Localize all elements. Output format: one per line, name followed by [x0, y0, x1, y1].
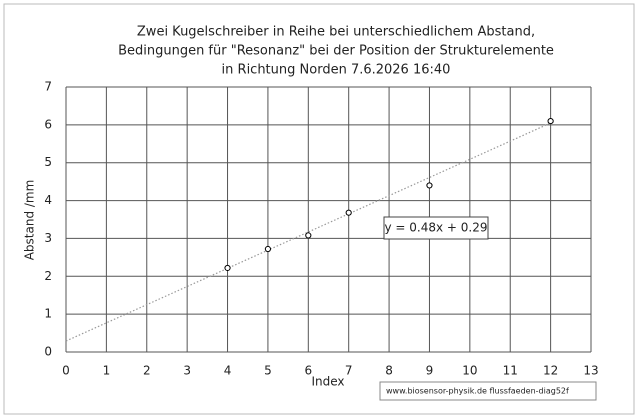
trendline — [65, 122, 551, 342]
x-tick-label: 6 — [304, 364, 312, 378]
x-tick-label: 12 — [543, 364, 558, 378]
data-point — [345, 209, 352, 216]
y-tick-label: 6 — [44, 117, 52, 131]
data-point — [264, 245, 272, 253]
y-tick-label: 3 — [44, 231, 52, 245]
x-axis-label: Index — [311, 375, 344, 389]
x-tick-label: 2 — [143, 364, 151, 378]
x-tick-label: 11 — [503, 364, 518, 378]
y-tick-label: 7 — [44, 80, 52, 94]
x-tick-label: 13 — [583, 364, 598, 378]
x-tick-label: 9 — [426, 364, 434, 378]
data-point — [426, 182, 433, 189]
y-tick-label: 0 — [44, 345, 52, 359]
x-tick-label: 0 — [62, 364, 70, 378]
x-tick-label: 3 — [183, 364, 191, 378]
x-tick-label: 5 — [264, 364, 272, 378]
data-point — [305, 232, 312, 239]
chart-border — [3, 3, 635, 415]
chart-title: Bedingungen für "Resonanz" bei der Posit… — [118, 44, 554, 59]
x-tick-label: 7 — [345, 364, 353, 378]
x-tick-label: 8 — [385, 364, 393, 378]
y-axis-label: Abstand /mm — [23, 180, 37, 261]
x-tick-label: 4 — [224, 364, 232, 378]
chart-title: in Richtung Norden 7.6.2026 16:40 — [222, 63, 451, 78]
x-tick-label: 1 — [103, 364, 111, 378]
y-tick-label: 4 — [44, 193, 52, 207]
data-point — [547, 117, 554, 125]
y-tick-label: 2 — [44, 269, 52, 283]
x-tick-label: 10 — [462, 364, 477, 378]
y-tick-label: 1 — [44, 307, 52, 321]
chart-title: Zwei Kugelschreiber in Reihe bei untersc… — [137, 25, 535, 40]
footer-box — [379, 381, 597, 401]
data-point — [224, 264, 231, 272]
y-tick-label: 5 — [44, 155, 52, 169]
trendline-label: y = 0.48x + 0.29 — [384, 221, 487, 235]
trendline-label-box — [383, 216, 489, 240]
footer: www.biosensor-physik.de flussfaeden-diag… — [386, 387, 569, 396]
